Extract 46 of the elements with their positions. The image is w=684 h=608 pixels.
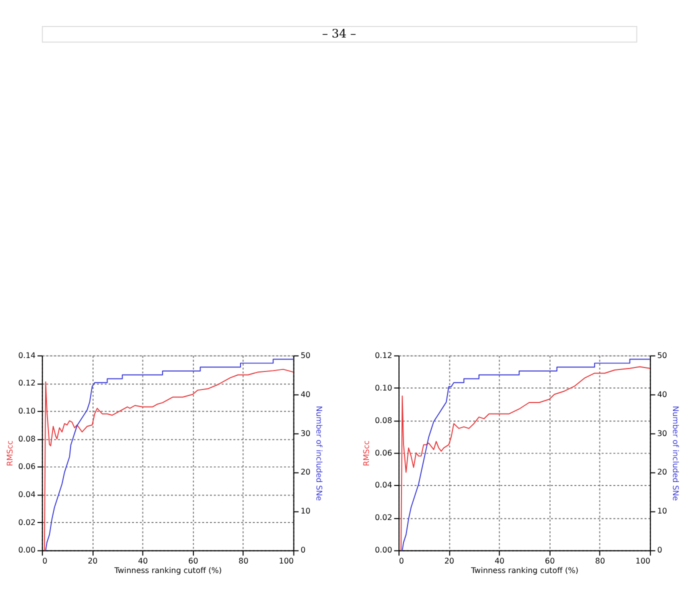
y2-tick-label: 30	[657, 428, 668, 438]
x-tick-label: 100	[278, 556, 294, 566]
y2-axis-title: Number of included SNe	[670, 406, 680, 501]
y-tick-label: 0.06	[18, 462, 36, 472]
y-tick-label: 0.08	[374, 416, 392, 425]
y2-tick-label: 20	[300, 468, 311, 477]
y-tick-label: 0.04	[374, 480, 392, 490]
y2-axis-title: Number of included SNe	[314, 406, 324, 501]
y-tick-label: 0.12	[18, 378, 36, 388]
y2-tick-label: 40	[300, 390, 311, 399]
y-tick-label: 0.02	[374, 513, 392, 522]
y2-tick-label: 50	[300, 350, 311, 360]
y-tick-label: 0.04	[18, 490, 36, 500]
y2-tick-label: 0	[300, 546, 306, 555]
x-tick-label: 0	[42, 556, 48, 566]
x-tick-label: 100	[636, 556, 650, 566]
x-axis-title: Twinness ranking cutoff (%)	[470, 566, 578, 576]
y2-tick-label: 40	[657, 390, 668, 399]
x-tick-label: 80	[595, 556, 606, 566]
y-axis-title: RMScc	[362, 440, 371, 466]
x-axis-title: Twinness ranking cutoff (%)	[113, 566, 222, 576]
y2-tick-label: 30	[300, 428, 311, 438]
x-tick-label: 80	[238, 556, 248, 566]
x-tick-label: 60	[544, 556, 555, 566]
y-tick-label: 0.10	[18, 406, 36, 416]
y2-tick-label: 50	[657, 350, 668, 360]
y2-tick-label: 20	[657, 468, 668, 477]
y-axis-title: RMScc	[5, 440, 14, 466]
y-tick-label: 0.06	[374, 448, 392, 458]
x-tick-label: 20	[88, 556, 98, 566]
y2-tick-label: 10	[657, 506, 668, 516]
y-tick-label: 0.14	[18, 350, 36, 360]
x-tick-label: 20	[444, 556, 454, 566]
y-tick-label: 0.00	[18, 546, 36, 555]
y-tick-label: 0.10	[374, 383, 392, 392]
x-tick-label: 60	[188, 556, 198, 566]
x-tick-label: 40	[138, 556, 148, 566]
y2-tick-label: 10	[300, 506, 311, 516]
y-tick-label: 0.08	[18, 434, 36, 444]
y-tick-label: 0.12	[374, 350, 392, 360]
x-tick-label: 0	[399, 556, 404, 566]
y2-tick-label: 0	[657, 546, 662, 555]
x-tick-label: 40	[494, 556, 505, 566]
text: – 34 –	[322, 26, 356, 41]
y-tick-label: 0.00	[374, 546, 392, 555]
y-tick-label: 0.02	[18, 518, 36, 527]
